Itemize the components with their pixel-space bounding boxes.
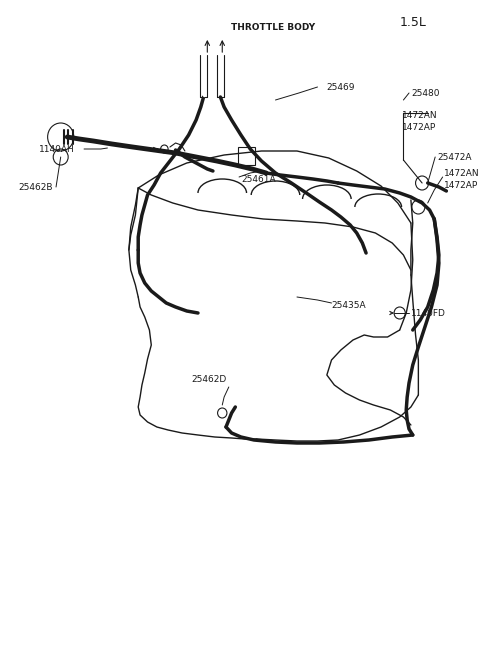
Text: 25480: 25480 bbox=[411, 88, 439, 98]
Text: 1472AP: 1472AP bbox=[444, 181, 478, 189]
Text: 1472AP: 1472AP bbox=[402, 122, 436, 132]
Text: 1472AN: 1472AN bbox=[444, 168, 479, 178]
Text: 25435A: 25435A bbox=[332, 301, 366, 310]
Text: 25462D: 25462D bbox=[192, 375, 227, 384]
Text: 1140AH: 1140AH bbox=[39, 145, 75, 153]
Text: 25462B: 25462B bbox=[19, 183, 53, 191]
Text: 1472AN: 1472AN bbox=[402, 111, 437, 119]
Text: 25469: 25469 bbox=[327, 83, 355, 92]
Text: 1140FD: 1140FD bbox=[411, 309, 446, 318]
Bar bbox=[238, 147, 255, 165]
Text: THROTTLE BODY: THROTTLE BODY bbox=[231, 22, 315, 31]
Text: 25472A: 25472A bbox=[437, 153, 471, 162]
Text: 25461A: 25461A bbox=[241, 176, 276, 185]
Text: 1.5L: 1.5L bbox=[399, 16, 426, 29]
